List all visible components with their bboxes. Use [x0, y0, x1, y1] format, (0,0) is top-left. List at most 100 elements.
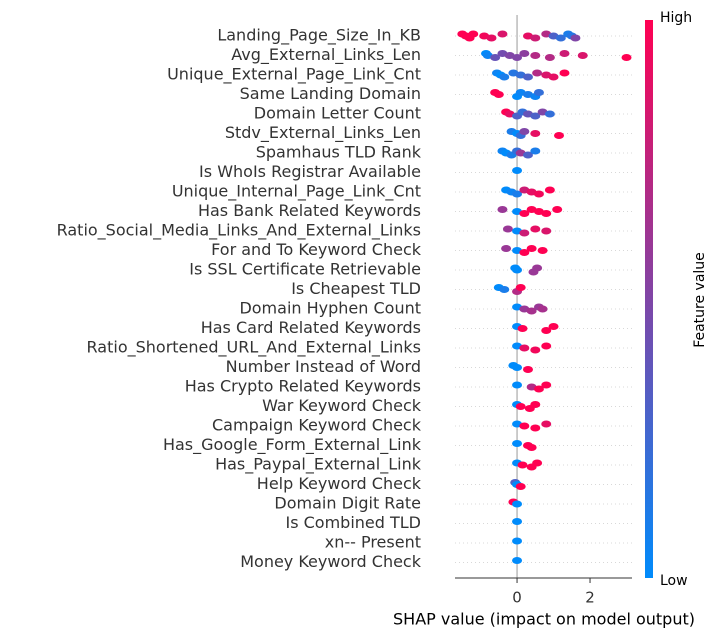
point	[530, 112, 541, 120]
feature-label: xn-- Present	[325, 533, 421, 552]
feature-label: Is Combined TLD	[285, 513, 421, 532]
point	[522, 151, 533, 159]
point	[541, 342, 552, 350]
point	[501, 245, 512, 252]
point	[548, 73, 559, 81]
point	[526, 307, 537, 315]
point	[541, 210, 552, 217]
point	[530, 346, 541, 354]
feature-label: Help Keyword Check	[257, 474, 422, 493]
colorbar-low: Low	[660, 573, 688, 589]
feature-label: For and To Keyword Check	[211, 240, 422, 259]
point	[541, 420, 552, 428]
point	[519, 229, 530, 237]
feature-label: Ratio_Social_Media_Links_And_External_Li…	[57, 221, 421, 241]
feature-label: Has_Google_Form_External_Link	[163, 435, 422, 455]
colorbar-label: Feature value	[692, 252, 708, 348]
point	[515, 403, 526, 410]
point	[555, 34, 566, 42]
feature-label: Same Landing Domain	[240, 84, 421, 103]
feature-label: Is WhoIs Registrar Available	[199, 162, 421, 181]
feature-label: War Keyword Check	[262, 396, 422, 415]
feature-label: Domain Letter Count	[254, 104, 421, 123]
point	[512, 381, 523, 389]
feature-label: Money Keyword Check	[240, 552, 422, 571]
feature-label: Domain Digit Rate	[274, 494, 421, 513]
point	[512, 500, 523, 508]
point	[515, 483, 526, 490]
feature-label: Has Card Related Keywords	[201, 318, 421, 337]
point	[522, 73, 533, 81]
point	[519, 249, 530, 256]
point	[499, 286, 510, 293]
x-tick-label: 0	[512, 589, 522, 607]
point	[512, 167, 523, 174]
point	[502, 225, 513, 233]
point	[519, 422, 530, 430]
point	[532, 264, 543, 272]
point	[519, 344, 530, 352]
point	[512, 190, 523, 198]
point	[532, 459, 543, 467]
feature-label: Is SSL Certificate Retrievable	[189, 260, 421, 279]
point	[559, 69, 570, 77]
feature-label: Landing_Page_Size_In_KB	[217, 26, 421, 46]
feature-label: Is Cheapest TLD	[291, 279, 421, 298]
point	[512, 557, 523, 564]
point	[499, 73, 510, 81]
feature-label: Avg_External_Links_Len	[231, 45, 421, 65]
point	[519, 210, 530, 217]
point	[497, 30, 508, 38]
point	[517, 461, 528, 469]
point	[544, 110, 555, 118]
point	[530, 130, 541, 137]
feature-label: Campaign Keyword Check	[212, 416, 422, 435]
point	[532, 69, 543, 77]
point	[512, 266, 523, 274]
point	[541, 381, 552, 389]
point	[522, 366, 533, 373]
feature-label: Number Instead of Word	[226, 357, 421, 376]
point	[512, 518, 523, 525]
point	[468, 30, 479, 38]
point	[559, 50, 570, 57]
feature-label: Unique_Internal_Page_Link_Cnt	[172, 182, 421, 202]
point	[497, 206, 508, 213]
point	[544, 54, 555, 61]
point	[515, 284, 526, 291]
point	[530, 34, 541, 42]
point	[552, 206, 563, 213]
point	[548, 323, 559, 330]
feature-label: Ratio_Shortened_URL_And_External_Links	[87, 338, 421, 358]
feature-label: Has Crypto Related Keywords	[185, 377, 421, 396]
point	[490, 54, 501, 61]
feature-label: Has_Paypal_External_Link	[215, 455, 422, 475]
feature-label: Domain Hyphen Count	[239, 299, 421, 318]
point	[541, 327, 552, 334]
point	[544, 186, 555, 194]
point	[530, 225, 541, 233]
x-tick-label: 2	[585, 589, 595, 607]
point	[537, 247, 548, 254]
point	[537, 305, 548, 313]
point	[533, 385, 544, 393]
point	[577, 52, 588, 59]
point	[519, 128, 530, 135]
colorbar	[645, 20, 653, 578]
point	[530, 424, 541, 432]
point	[512, 364, 523, 371]
point	[517, 325, 528, 332]
point	[486, 34, 497, 42]
x-axis-label: SHAP value (impact on model output)	[393, 610, 695, 629]
point	[530, 52, 541, 59]
point	[493, 91, 504, 98]
point	[526, 245, 537, 252]
point	[533, 190, 544, 198]
point	[530, 147, 541, 155]
point	[533, 89, 544, 96]
feature-label: Unique_External_Page_Link_Cnt	[167, 65, 421, 85]
feature-label: Spamhaus TLD Rank	[256, 143, 422, 162]
point	[512, 440, 523, 447]
feature-label: Has Bank Related Keywords	[198, 201, 421, 220]
colorbar-high: High	[660, 10, 692, 26]
